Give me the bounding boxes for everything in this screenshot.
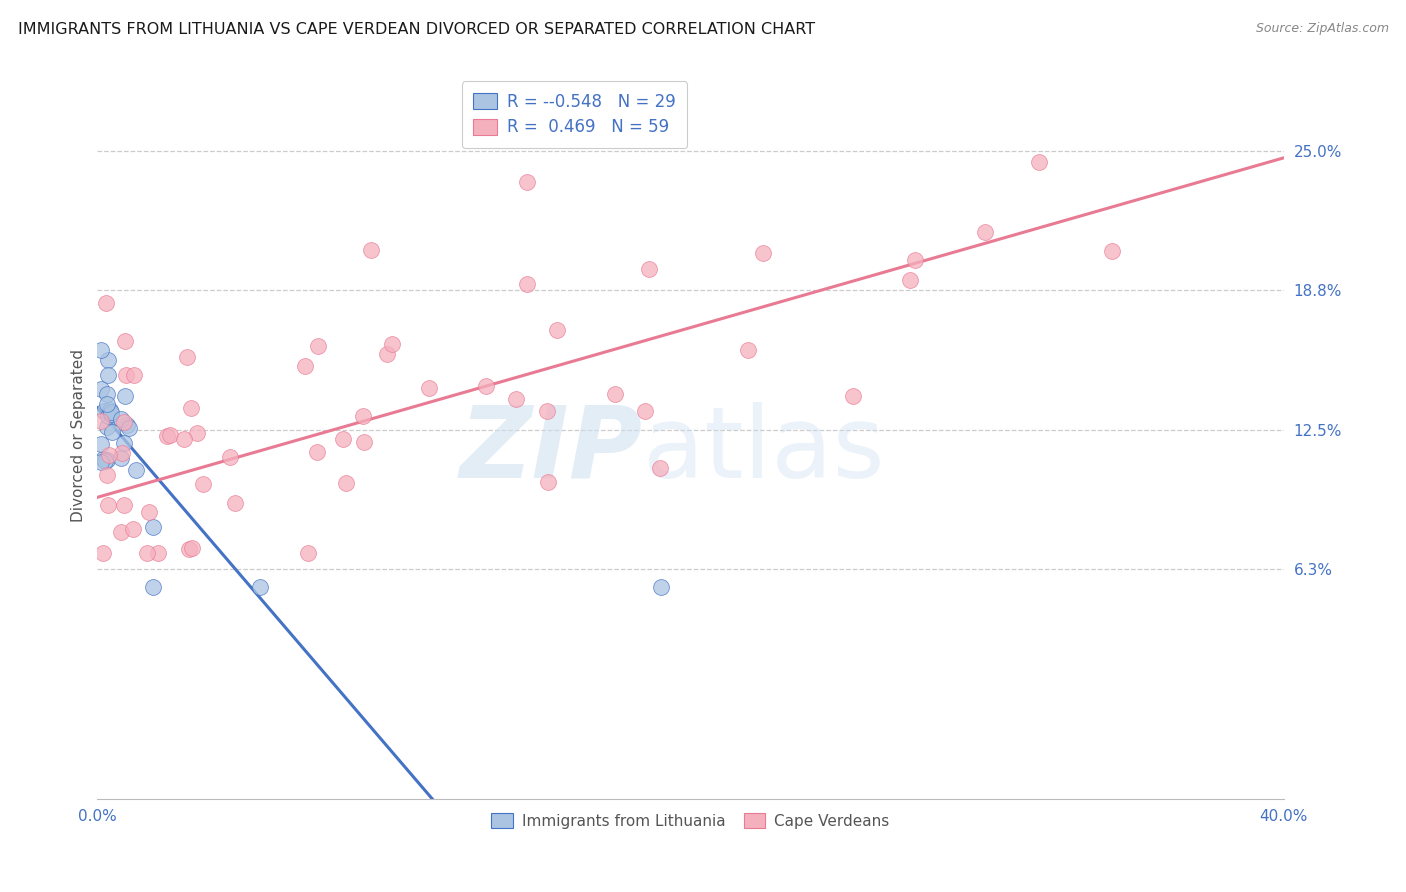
- Point: [186, 425, 208, 440]
- Point: [124, 368, 146, 382]
- Point: [516, 277, 538, 291]
- Point: [90, 382, 112, 396]
- Point: [118, 421, 141, 435]
- Point: [634, 404, 657, 418]
- Point: [637, 261, 659, 276]
- Point: [97, 409, 120, 423]
- Point: [505, 392, 527, 406]
- Point: [100, 425, 122, 439]
- Point: [142, 520, 165, 534]
- Point: [100, 408, 122, 422]
- Point: [475, 379, 498, 393]
- Point: [114, 334, 136, 348]
- Point: [307, 444, 329, 458]
- Point: [96, 397, 118, 411]
- Point: [249, 580, 271, 594]
- Point: [112, 416, 135, 430]
- Point: [352, 409, 374, 424]
- Point: [93, 404, 115, 418]
- Point: [332, 432, 354, 446]
- Point: [115, 417, 138, 432]
- Text: Source: ZipAtlas.com: Source: ZipAtlas.com: [1256, 22, 1389, 36]
- Point: [141, 580, 163, 594]
- Point: [752, 246, 775, 260]
- Point: [159, 428, 181, 442]
- Point: [90, 343, 112, 357]
- Point: [737, 343, 759, 357]
- Point: [898, 273, 921, 287]
- Point: [307, 339, 329, 353]
- Point: [219, 450, 242, 464]
- Point: [537, 475, 560, 489]
- Point: [135, 546, 157, 560]
- Point: [96, 387, 118, 401]
- Point: [904, 253, 927, 268]
- Point: [110, 446, 132, 460]
- Point: [381, 337, 404, 351]
- Point: [335, 475, 357, 490]
- Point: [176, 350, 198, 364]
- Legend: Immigrants from Lithuania, Cape Verdeans: Immigrants from Lithuania, Cape Verdeans: [485, 807, 896, 835]
- Text: atlas: atlas: [643, 402, 884, 499]
- Point: [180, 541, 202, 556]
- Point: [973, 225, 995, 239]
- Point: [173, 432, 195, 446]
- Point: [121, 522, 143, 536]
- Point: [297, 546, 319, 560]
- Point: [97, 368, 120, 383]
- Text: IMMIGRANTS FROM LITHUANIA VS CAPE VERDEAN DIVORCED OR SEPARATED CORRELATION CHAR: IMMIGRANTS FROM LITHUANIA VS CAPE VERDEA…: [18, 22, 815, 37]
- Point: [546, 323, 568, 337]
- Point: [177, 542, 200, 557]
- Point: [114, 389, 136, 403]
- Point: [180, 401, 202, 415]
- Point: [224, 496, 246, 510]
- Point: [148, 546, 170, 560]
- Point: [193, 477, 215, 491]
- Point: [90, 414, 112, 428]
- Point: [516, 176, 538, 190]
- Point: [536, 403, 558, 417]
- Point: [93, 454, 115, 468]
- Point: [650, 580, 672, 594]
- Point: [124, 463, 146, 477]
- Point: [110, 524, 132, 539]
- Point: [96, 420, 118, 434]
- Point: [353, 435, 375, 450]
- Point: [360, 243, 382, 257]
- Point: [110, 412, 132, 426]
- Point: [94, 295, 117, 310]
- Point: [90, 436, 112, 450]
- Point: [138, 506, 160, 520]
- Point: [97, 448, 120, 462]
- Point: [112, 436, 135, 450]
- Point: [97, 498, 120, 512]
- Text: ZIP: ZIP: [460, 402, 643, 499]
- Point: [294, 359, 316, 373]
- Point: [96, 453, 118, 467]
- Point: [91, 546, 114, 560]
- Point: [114, 368, 136, 382]
- Point: [418, 381, 440, 395]
- Point: [100, 405, 122, 419]
- Point: [97, 353, 120, 368]
- Point: [1028, 155, 1050, 169]
- Point: [90, 455, 112, 469]
- Point: [1101, 244, 1123, 259]
- Y-axis label: Divorced or Separated: Divorced or Separated: [72, 350, 86, 523]
- Point: [156, 429, 179, 443]
- Point: [91, 452, 114, 467]
- Point: [648, 461, 671, 475]
- Point: [375, 347, 398, 361]
- Point: [110, 450, 132, 465]
- Point: [842, 389, 865, 403]
- Point: [98, 403, 121, 417]
- Point: [96, 468, 118, 483]
- Point: [112, 498, 135, 512]
- Point: [603, 387, 626, 401]
